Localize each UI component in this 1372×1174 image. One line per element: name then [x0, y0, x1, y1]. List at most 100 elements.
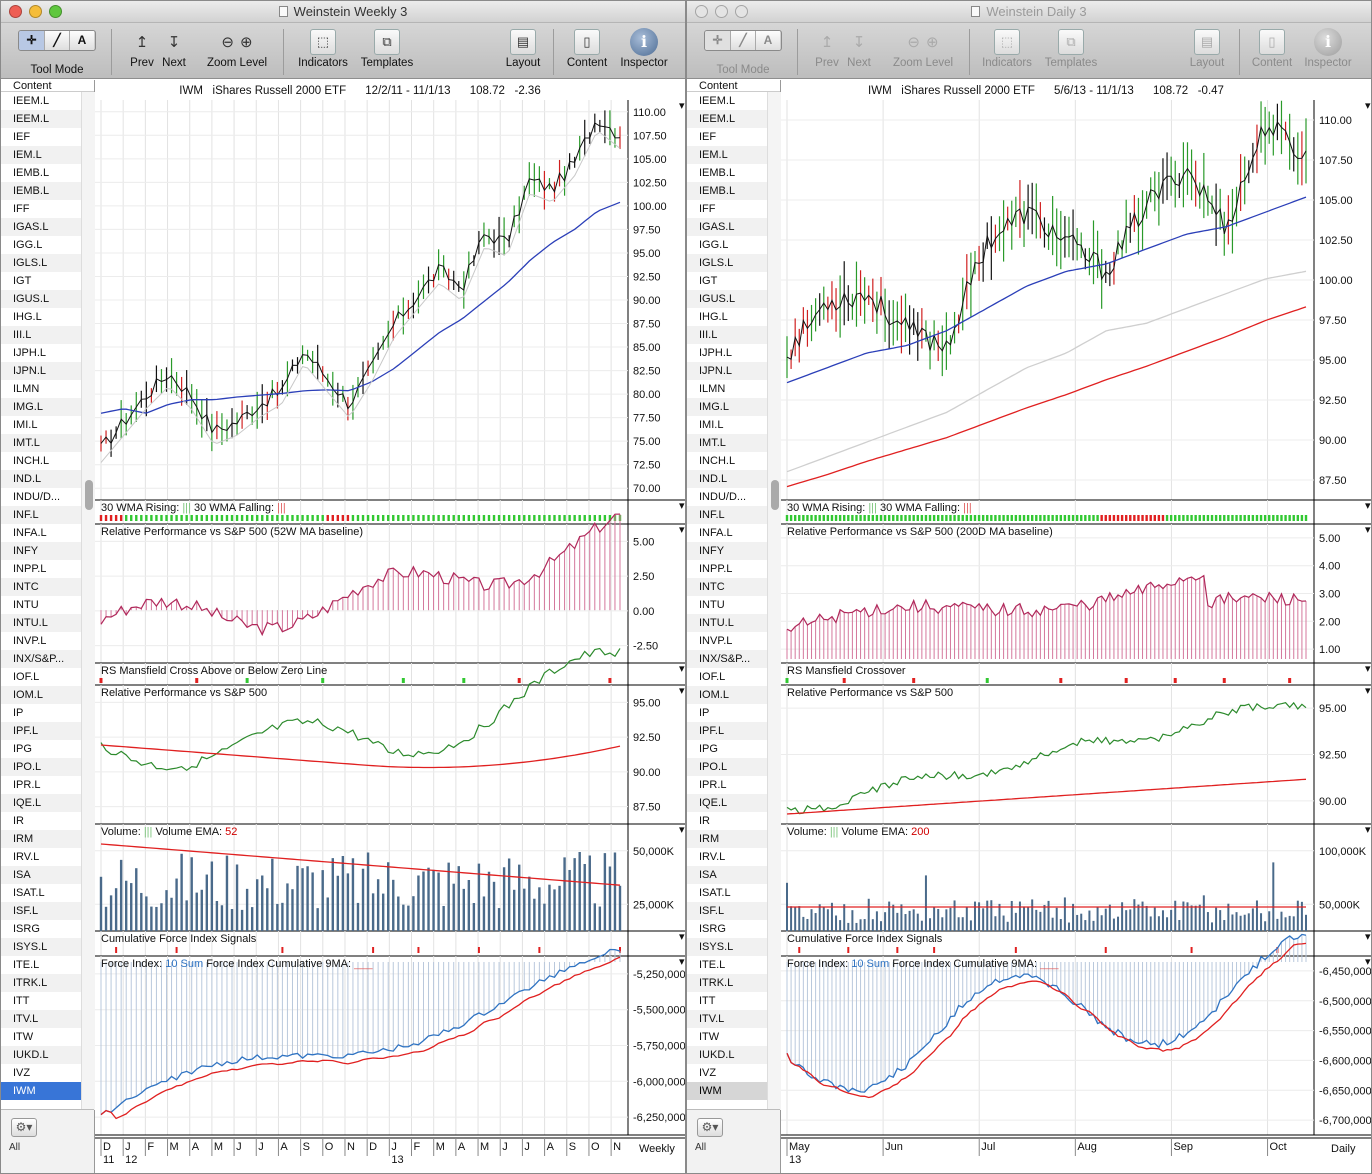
- inspector-button[interactable]: i Inspector: [615, 27, 673, 69]
- sidebar-item[interactable]: ITW: [13, 1031, 34, 1043]
- sidebar-item[interactable]: IP: [699, 707, 710, 719]
- sidebar-item[interactable]: ISAT.L: [13, 887, 45, 899]
- sidebar-item[interactable]: IQE.L: [687, 794, 767, 812]
- title-bar[interactable]: Weinstein Daily 3: [687, 1, 1371, 23]
- prev-button[interactable]: ↥ Prev: [126, 27, 158, 69]
- scroll-thumb[interactable]: [85, 480, 93, 510]
- periodicity-label[interactable]: Daily: [1331, 1143, 1356, 1155]
- sidebar-item[interactable]: IGLS.L: [687, 254, 767, 272]
- sidebar-item[interactable]: IVZ: [13, 1067, 31, 1079]
- sidebar-item[interactable]: ISAT.L: [699, 887, 731, 899]
- sidebar-item[interactable]: IEEM.L: [699, 95, 736, 107]
- sidebar-item[interactable]: IEF: [699, 131, 717, 143]
- sidebar-item[interactable]: IGAS.L: [687, 218, 767, 236]
- crosshair-icon[interactable]: ✛: [19, 31, 44, 50]
- sidebar-item[interactable]: IGUS.L: [687, 290, 767, 308]
- sidebar-item[interactable]: INTU: [699, 599, 725, 611]
- sidebar-item[interactable]: IRM: [687, 830, 767, 848]
- sidebar-item[interactable]: IUKD.L: [687, 1046, 767, 1064]
- chart-area[interactable]: IWM iShares Russell 2000 ETF 5/6/13 - 11…: [781, 80, 1371, 1173]
- sidebar-item[interactable]: INFA.L: [13, 527, 47, 539]
- title-bar[interactable]: Weinstein Weekly 3: [1, 1, 685, 23]
- sidebar-item[interactable]: ITW: [699, 1031, 720, 1043]
- sidebar-item[interactable]: INFY: [687, 542, 767, 560]
- sidebar-item[interactable]: IPO.L: [687, 758, 767, 776]
- sidebar-item[interactable]: ISYS.L: [1, 938, 81, 956]
- zoom-icon[interactable]: [49, 5, 62, 18]
- sidebar-item[interactable]: ITV.L: [687, 1010, 767, 1028]
- sidebar-item[interactable]: IND.L: [687, 470, 767, 488]
- sidebar-item[interactable]: INPP.L: [699, 563, 733, 575]
- sidebar-item[interactable]: IND.L: [1, 470, 81, 488]
- sidebar-item[interactable]: IEM.L: [687, 146, 767, 164]
- sidebar-item[interactable]: IEEM.L: [687, 110, 767, 128]
- templates-button[interactable]: ⧉ Templates: [355, 27, 419, 69]
- chart-area[interactable]: IWM iShares Russell 2000 ETF 12/2/11 - 1…: [95, 80, 685, 1173]
- zoom-in-icon[interactable]: ⊕: [240, 34, 253, 51]
- scroll-thumb[interactable]: [771, 480, 779, 510]
- sidebar-item[interactable]: IQE.L: [1, 794, 81, 812]
- sidebar-item[interactable]: IHG.L: [13, 311, 42, 323]
- sidebar-item[interactable]: IEF: [13, 131, 31, 143]
- templates-button[interactable]: ⧉ Templates: [1039, 27, 1103, 69]
- line-tool-icon[interactable]: ╱: [730, 31, 755, 50]
- sidebar-item[interactable]: IGAS.L: [1, 218, 81, 236]
- sidebar-item[interactable]: IMG.L: [1, 398, 81, 416]
- sidebar-item[interactable]: ILMN: [699, 383, 726, 395]
- sidebar-item[interactable]: ISF.L: [1, 902, 81, 920]
- sidebar-item[interactable]: IGG.L: [699, 239, 729, 251]
- zoom-in-icon[interactable]: ⊕: [926, 34, 939, 51]
- sidebar-scrollbar[interactable]: [767, 92, 781, 1110]
- sidebar-item[interactable]: INTC: [687, 578, 767, 596]
- sidebar-item[interactable]: IRV.L: [699, 851, 726, 863]
- sidebar-item[interactable]: ITRK.L: [687, 974, 767, 992]
- sidebar-item[interactable]: INTC: [1, 578, 81, 596]
- zoom-out-icon[interactable]: ⊖: [221, 34, 234, 51]
- sidebar-item[interactable]: ISYS.L: [687, 938, 767, 956]
- sidebar-item[interactable]: ITT: [699, 995, 716, 1007]
- sidebar-item[interactable]: IP: [13, 707, 24, 719]
- sidebar-item[interactable]: IOF.L: [699, 671, 726, 683]
- sidebar-item[interactable]: INVP.L: [13, 635, 47, 647]
- sidebar-item[interactable]: III.L: [1, 326, 81, 344]
- sidebar-item[interactable]: IMG.L: [687, 398, 767, 416]
- next-button[interactable]: ↧ Next: [843, 27, 875, 69]
- sidebar-item[interactable]: IGT: [13, 275, 32, 287]
- sidebar-item[interactable]: ITT: [13, 995, 30, 1007]
- sidebar-item[interactable]: IEMB.L: [687, 182, 767, 200]
- sidebar-item[interactable]: IGG.L: [13, 239, 43, 251]
- sidebar-item[interactable]: IRV.L: [13, 851, 40, 863]
- sidebar-item[interactable]: IPF.L: [1, 722, 81, 740]
- sidebar-scrollbar[interactable]: [81, 92, 95, 1110]
- gear-icon[interactable]: ⚙▾: [697, 1118, 723, 1137]
- sidebar-item[interactable]: IPG: [13, 743, 32, 755]
- sidebar-item[interactable]: IJPH.L: [13, 347, 47, 359]
- periodicity-label[interactable]: Weekly: [639, 1143, 675, 1155]
- sidebar-item[interactable]: IHG.L: [699, 311, 728, 323]
- text-tool-icon[interactable]: A: [69, 31, 94, 50]
- sidebar-item[interactable]: INF.L: [1, 506, 81, 524]
- sidebar-item[interactable]: IFF: [699, 203, 716, 215]
- tool-mode-control[interactable]: ✛ ╱ A Tool Mode: [13, 27, 101, 76]
- sidebar-item[interactable]: IOM.L: [1, 686, 81, 704]
- sidebar-item[interactable]: IR: [699, 815, 710, 827]
- symbol-list[interactable]: IEEM.L IEEM.L IEF IEM.L IEMB.L IEMB.L IFF IGAS.…: [1, 92, 81, 1110]
- zoom-level-control[interactable]: ⊖ ⊕ Zoom Level: [887, 27, 959, 69]
- symbol-list[interactable]: IEEM.L IEEM.L IEF IEM.L IEMB.L IEMB.L IFF IGAS.…: [687, 92, 767, 1110]
- sidebar-item[interactable]: IEM.L: [1, 146, 81, 164]
- zoom-icon[interactable]: [735, 5, 748, 18]
- close-icon[interactable]: [695, 5, 708, 18]
- sidebar-item[interactable]: IPF.L: [687, 722, 767, 740]
- minimize-icon[interactable]: [715, 5, 728, 18]
- sidebar-item[interactable]: INX/S&P...: [1, 650, 81, 668]
- sidebar-item[interactable]: ISRG: [13, 923, 40, 935]
- sidebar-item[interactable]: IMI.L: [699, 419, 724, 431]
- sidebar-item[interactable]: IGLS.L: [1, 254, 81, 272]
- sidebar-item[interactable]: IOM.L: [687, 686, 767, 704]
- sidebar-item[interactable]: INTU.L: [1, 614, 81, 632]
- sidebar-item[interactable]: INDU/D...: [13, 491, 61, 503]
- sidebar-item[interactable]: IMT.L: [687, 434, 767, 452]
- sidebar-item[interactable]: IWM: [687, 1082, 767, 1100]
- minimize-icon[interactable]: [29, 5, 42, 18]
- sidebar-item[interactable]: IR: [13, 815, 24, 827]
